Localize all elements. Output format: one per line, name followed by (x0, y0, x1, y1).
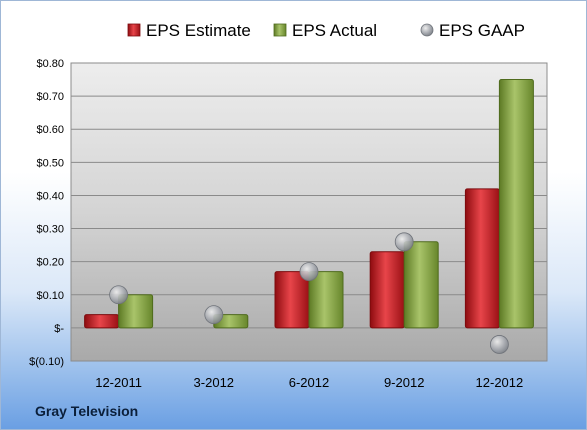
eps-actual-bar-12-2012 (498, 79, 534, 329)
y-tick-label: $(0.10) (29, 356, 64, 368)
eps-estimate-bar-9-2012 (369, 251, 405, 329)
gaap-markers (109, 232, 509, 354)
y-tick-label: $0.70 (36, 91, 64, 103)
y-axis-tick-labels: $0.80 $0.70 $0.60 $0.50 $0.40 $0.30 $0.20 $0.10… (29, 58, 64, 368)
y-tick-label: $0.60 (36, 124, 64, 136)
x-category-label: 6-2012 (289, 375, 329, 390)
y-tick-label: $0.20 (36, 257, 64, 269)
legend-label: EPS Estimate (146, 21, 251, 40)
legend-marker-eps-gaap (420, 23, 434, 37)
bars (84, 79, 534, 329)
x-category-label: 9-2012 (384, 375, 424, 390)
legend-label: EPS GAAP (439, 21, 525, 40)
eps-actual-bar-6-2012 (308, 271, 344, 329)
eps-actual-bar-12-2011 (118, 294, 154, 329)
eps-estimate-bar-12-2011 (84, 314, 120, 329)
company-name: Gray Television (35, 403, 139, 419)
eps-estimate-bar-6-2012 (274, 271, 310, 329)
legend-label: EPS Actual (292, 21, 377, 40)
eps-gaap-marker-6-2012 (299, 262, 319, 282)
eps-gaap-marker-12-2012 (489, 335, 509, 354)
eps-gaap-marker-9-2012 (394, 232, 414, 252)
eps-actual-bar-9-2012 (403, 241, 439, 329)
y-tick-label: $- (54, 323, 64, 335)
x-category-label: 3-2012 (194, 375, 234, 390)
eps-estimate-bar-12-2012 (464, 188, 500, 329)
y-tick-label: $0.50 (36, 157, 64, 169)
y-tick-label: $0.80 (36, 58, 64, 70)
eps-gaap-marker-3-2012 (204, 305, 224, 325)
legend-swatch-eps-estimate (127, 23, 141, 37)
x-category-label: 12-2012 (476, 375, 524, 390)
y-tick-label: $0.10 (36, 290, 64, 302)
x-category-label: 12-2011 (95, 375, 142, 390)
x-axis-category-labels: 12-2011 3-2012 6-2012 9-2012 12-2012 (95, 375, 523, 390)
y-tick-label: $0.40 (36, 190, 64, 202)
y-tick-label: $0.30 (36, 224, 64, 236)
eps-gaap-marker-12-2011 (109, 285, 128, 305)
legend: EPS Estimate EPS Actual EPS GAAP (127, 21, 525, 40)
legend-swatch-eps-actual (273, 23, 287, 37)
